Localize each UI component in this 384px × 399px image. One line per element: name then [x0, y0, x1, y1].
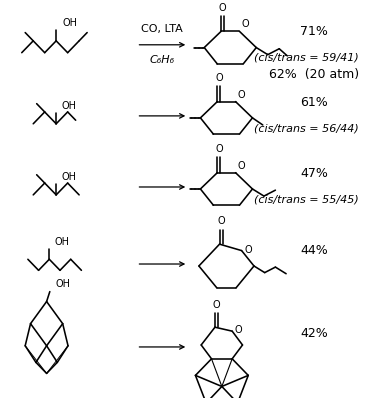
Text: O: O	[215, 73, 223, 83]
Text: OH: OH	[62, 172, 77, 182]
Text: O: O	[237, 90, 245, 100]
Text: OH: OH	[55, 237, 70, 247]
Text: O: O	[235, 325, 242, 335]
Text: C₆H₆: C₆H₆	[150, 55, 175, 65]
Text: 61%: 61%	[301, 96, 328, 109]
Text: 42%: 42%	[301, 327, 328, 340]
Text: O: O	[244, 245, 252, 255]
Text: O: O	[215, 144, 223, 154]
Text: O: O	[241, 19, 249, 29]
Text: 71%: 71%	[301, 25, 328, 38]
Text: OH: OH	[63, 18, 78, 28]
Text: (cis/trans = 56/44): (cis/trans = 56/44)	[255, 124, 359, 134]
Text: CO, LTA: CO, LTA	[141, 24, 183, 34]
Text: (cis/trans = 55/45): (cis/trans = 55/45)	[255, 195, 359, 205]
Text: 47%: 47%	[301, 167, 328, 180]
Text: O: O	[237, 161, 245, 171]
Text: O: O	[217, 216, 225, 226]
Text: OH: OH	[62, 101, 77, 111]
Text: O: O	[212, 300, 220, 310]
Text: O: O	[219, 3, 227, 13]
Text: 62%  (20 atm): 62% (20 atm)	[269, 68, 359, 81]
Text: OH: OH	[55, 279, 70, 289]
Text: 44%: 44%	[301, 244, 328, 257]
Text: (cis/trans = 59/41): (cis/trans = 59/41)	[255, 53, 359, 63]
